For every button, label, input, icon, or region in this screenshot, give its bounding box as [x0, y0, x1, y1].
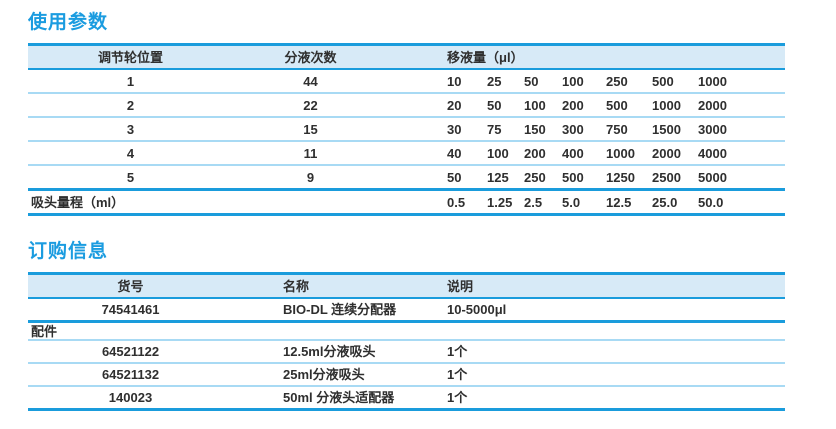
cell-volume: 5000 — [698, 169, 727, 185]
order-table: 货号 名称 说明 74541461 BIO-DL 连续分配器 10-5000μl… — [28, 272, 785, 411]
cell-volume: 100 — [524, 97, 546, 113]
cell-tip-range: 1.25 — [487, 194, 513, 210]
order-header-row: 货号 名称 说明 — [28, 272, 785, 299]
cell-tip-range: 25.0 — [652, 194, 678, 210]
cell-tip-range: 12.5 — [606, 194, 632, 210]
col-header-sku: 货号 — [117, 278, 144, 294]
order-row: 140023 50ml 分液头适配器 1个 — [28, 387, 785, 411]
cell-volume: 100 — [562, 73, 584, 89]
cell-wheel-position: 4 — [126, 145, 135, 161]
cell-volume: 1000 — [698, 73, 727, 89]
cell-volume: 3000 — [698, 121, 727, 137]
cell-dispense-count: 15 — [303, 121, 318, 137]
cell-volume: 50 — [447, 169, 462, 185]
cell-dispense-count: 9 — [306, 169, 315, 185]
cell-volume: 500 — [562, 169, 584, 185]
cell-wheel-position: 1 — [126, 73, 135, 89]
cell-volume: 400 — [562, 145, 584, 161]
usage-row: 5 9 50 125 250 500 1250 2500 5000 — [28, 166, 785, 191]
cell-volume: 2500 — [652, 169, 681, 185]
cell-volume: 200 — [562, 97, 584, 113]
col-header-desc: 说明 — [447, 278, 474, 294]
cell-sku: 74541461 — [101, 302, 160, 317]
order-row: 64521132 25ml分液吸头 1个 — [28, 364, 785, 387]
col-header-name: 名称 — [283, 278, 310, 294]
cell-volume: 2000 — [698, 97, 727, 113]
cell-sku: 64521132 — [101, 367, 160, 382]
col-header-volume: 移液量（μl） — [447, 49, 524, 65]
usage-row: 1 44 10 25 50 100 250 500 1000 — [28, 70, 785, 94]
cell-tip-range: 50.0 — [698, 194, 724, 210]
cell-volume: 750 — [606, 121, 628, 137]
cell-tip-range: 2.5 — [524, 194, 543, 210]
cell-volume: 25 — [487, 73, 502, 89]
cell-desc: 1个 — [447, 344, 468, 359]
cell-volume: 500 — [652, 73, 674, 89]
cell-volume: 1250 — [606, 169, 635, 185]
col-header-wheel-position: 调节轮位置 — [97, 49, 163, 65]
cell-volume: 150 — [524, 121, 546, 137]
accessories-label: 配件 — [31, 323, 58, 339]
cell-volume: 30 — [447, 121, 462, 137]
tip-range-row: 吸头量程（ml） 0.5 1.25 2.5 5.0 12.5 25.0 50.0 — [28, 191, 785, 216]
cell-dispense-count: 44 — [303, 73, 318, 89]
order-info-title: 订购信息 — [28, 241, 109, 262]
cell-desc: 1个 — [447, 367, 468, 382]
cell-dispense-count: 11 — [303, 145, 318, 161]
usage-row: 4 11 40 100 200 400 1000 2000 4000 — [28, 142, 785, 166]
col-header-dispense-count: 分液次数 — [284, 49, 337, 65]
cell-volume: 1000 — [606, 145, 635, 161]
usage-table: 调节轮位置 分液次数 移液量（μl） 1 44 10 25 50 100 250… — [28, 43, 785, 216]
cell-volume: 100 — [487, 145, 509, 161]
cell-volume: 20 — [447, 97, 462, 113]
cell-name: 25ml分液吸头 — [283, 367, 365, 382]
cell-volume: 1000 — [652, 97, 681, 113]
cell-volume: 4000 — [698, 145, 727, 161]
cell-volume: 250 — [524, 169, 546, 185]
order-row: 64521122 12.5ml分液吸头 1个 — [28, 341, 785, 364]
cell-dispense-count: 22 — [303, 97, 318, 113]
usage-params-title: 使用参数 — [28, 12, 109, 33]
cell-desc: 1个 — [447, 390, 468, 405]
cell-volume: 10 — [447, 73, 462, 89]
cell-sku: 64521122 — [101, 344, 160, 359]
cell-volume: 50 — [487, 97, 502, 113]
accessories-label-row: 配件 — [28, 323, 785, 341]
cell-wheel-position: 5 — [126, 169, 135, 185]
cell-volume: 40 — [447, 145, 462, 161]
cell-volume: 125 — [487, 169, 509, 185]
cell-sku: 140023 — [108, 390, 153, 405]
cell-tip-range: 0.5 — [447, 194, 466, 210]
cell-volume: 2000 — [652, 145, 681, 161]
cell-volume: 1500 — [652, 121, 681, 137]
usage-row: 2 22 20 50 100 200 500 1000 2000 — [28, 94, 785, 118]
cell-volume: 250 — [606, 73, 628, 89]
cell-wheel-position: 2 — [126, 97, 135, 113]
cell-volume: 75 — [487, 121, 502, 137]
cell-volume: 300 — [562, 121, 584, 137]
cell-name: BIO-DL 连续分配器 — [283, 302, 397, 317]
cell-wheel-position: 3 — [126, 121, 135, 137]
cell-name: 50ml 分液头适配器 — [283, 390, 395, 405]
cell-name: 12.5ml分液吸头 — [283, 344, 376, 359]
cell-desc: 10-5000μl — [447, 302, 507, 317]
tip-range-label: 吸头量程（ml） — [31, 194, 125, 210]
cell-volume: 50 — [524, 73, 539, 89]
cell-volume: 500 — [606, 97, 628, 113]
order-row: 74541461 BIO-DL 连续分配器 10-5000μl — [28, 299, 785, 323]
cell-volume: 200 — [524, 145, 546, 161]
usage-header-row: 调节轮位置 分液次数 移液量（μl） — [28, 43, 785, 70]
cell-tip-range: 5.0 — [562, 194, 581, 210]
usage-row: 3 15 30 75 150 300 750 1500 3000 — [28, 118, 785, 142]
